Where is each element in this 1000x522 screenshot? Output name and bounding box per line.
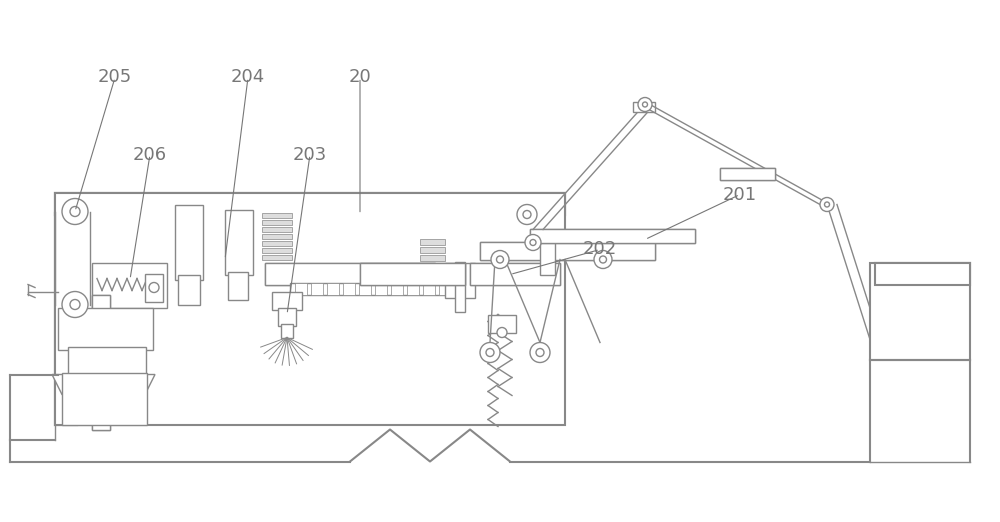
Bar [439, 282, 451, 294]
Bar [55, 212, 77, 424]
Circle shape [530, 342, 550, 362]
Bar [420, 279, 445, 284]
Text: 204: 204 [231, 68, 265, 87]
Bar [262, 212, 292, 218]
Bar [145, 274, 163, 302]
Bar [530, 229, 695, 243]
Circle shape [536, 349, 544, 357]
Bar [272, 291, 302, 310]
Bar [225, 209, 253, 275]
Bar [85, 296, 475, 314]
Circle shape [486, 349, 494, 357]
Bar [488, 314, 516, 333]
Bar [92, 263, 167, 307]
Bar [55, 193, 565, 215]
Bar [360, 263, 465, 284]
Bar [530, 229, 695, 243]
Circle shape [149, 282, 159, 292]
Bar [327, 282, 339, 294]
Circle shape [820, 197, 834, 211]
Bar [265, 263, 435, 284]
Circle shape [642, 102, 648, 107]
Bar [265, 263, 435, 284]
Bar [68, 347, 146, 374]
Bar [420, 239, 445, 244]
Bar [175, 205, 203, 279]
Bar [391, 282, 403, 294]
Bar [62, 373, 147, 424]
Text: 206: 206 [133, 146, 167, 163]
Bar [278, 307, 296, 326]
Circle shape [824, 202, 830, 207]
Circle shape [530, 240, 536, 245]
Polygon shape [52, 374, 155, 395]
Bar [870, 263, 970, 360]
Bar [633, 101, 655, 112]
Bar [295, 282, 307, 294]
Bar [262, 247, 292, 253]
Bar [407, 282, 419, 294]
Bar [470, 263, 560, 284]
Bar [445, 263, 475, 298]
Bar [420, 263, 445, 268]
Bar [455, 262, 465, 312]
Circle shape [523, 210, 531, 219]
Text: 20: 20 [349, 68, 371, 87]
Bar [480, 242, 655, 259]
Bar [875, 263, 970, 284]
Circle shape [517, 205, 537, 224]
Bar [92, 294, 110, 430]
Bar [281, 324, 293, 338]
Circle shape [62, 198, 88, 224]
Bar [343, 282, 355, 294]
Bar [420, 270, 445, 277]
Bar [720, 168, 775, 180]
Bar [420, 255, 445, 260]
Bar [359, 282, 371, 294]
Bar [58, 307, 153, 350]
Bar [360, 263, 465, 284]
Bar [875, 263, 970, 284]
Bar [262, 241, 292, 245]
Bar [540, 236, 555, 275]
Bar [290, 282, 470, 294]
Circle shape [496, 256, 504, 263]
Bar [420, 246, 445, 253]
Bar [262, 255, 292, 259]
Bar [470, 263, 560, 284]
Text: 205: 205 [98, 68, 132, 87]
Bar [720, 168, 775, 180]
Bar [480, 242, 655, 259]
Circle shape [480, 342, 500, 362]
Bar [423, 282, 435, 294]
Bar [55, 193, 565, 215]
Bar [178, 275, 200, 304]
Bar [311, 282, 323, 294]
Bar [92, 294, 110, 430]
Bar [228, 271, 248, 300]
Circle shape [491, 251, 509, 268]
Circle shape [62, 291, 88, 317]
Circle shape [497, 327, 507, 338]
Bar [262, 219, 292, 224]
Text: 203: 203 [293, 146, 327, 163]
Bar [262, 227, 292, 231]
Circle shape [638, 98, 652, 112]
Text: 202: 202 [583, 241, 617, 258]
Bar [375, 282, 387, 294]
Circle shape [594, 251, 612, 268]
Circle shape [70, 300, 80, 310]
Circle shape [525, 234, 541, 251]
Circle shape [70, 207, 80, 217]
Bar [55, 193, 565, 424]
Bar [85, 296, 475, 314]
Circle shape [600, 256, 606, 263]
Text: 201: 201 [723, 185, 757, 204]
Bar [55, 212, 77, 424]
Bar [262, 233, 292, 239]
